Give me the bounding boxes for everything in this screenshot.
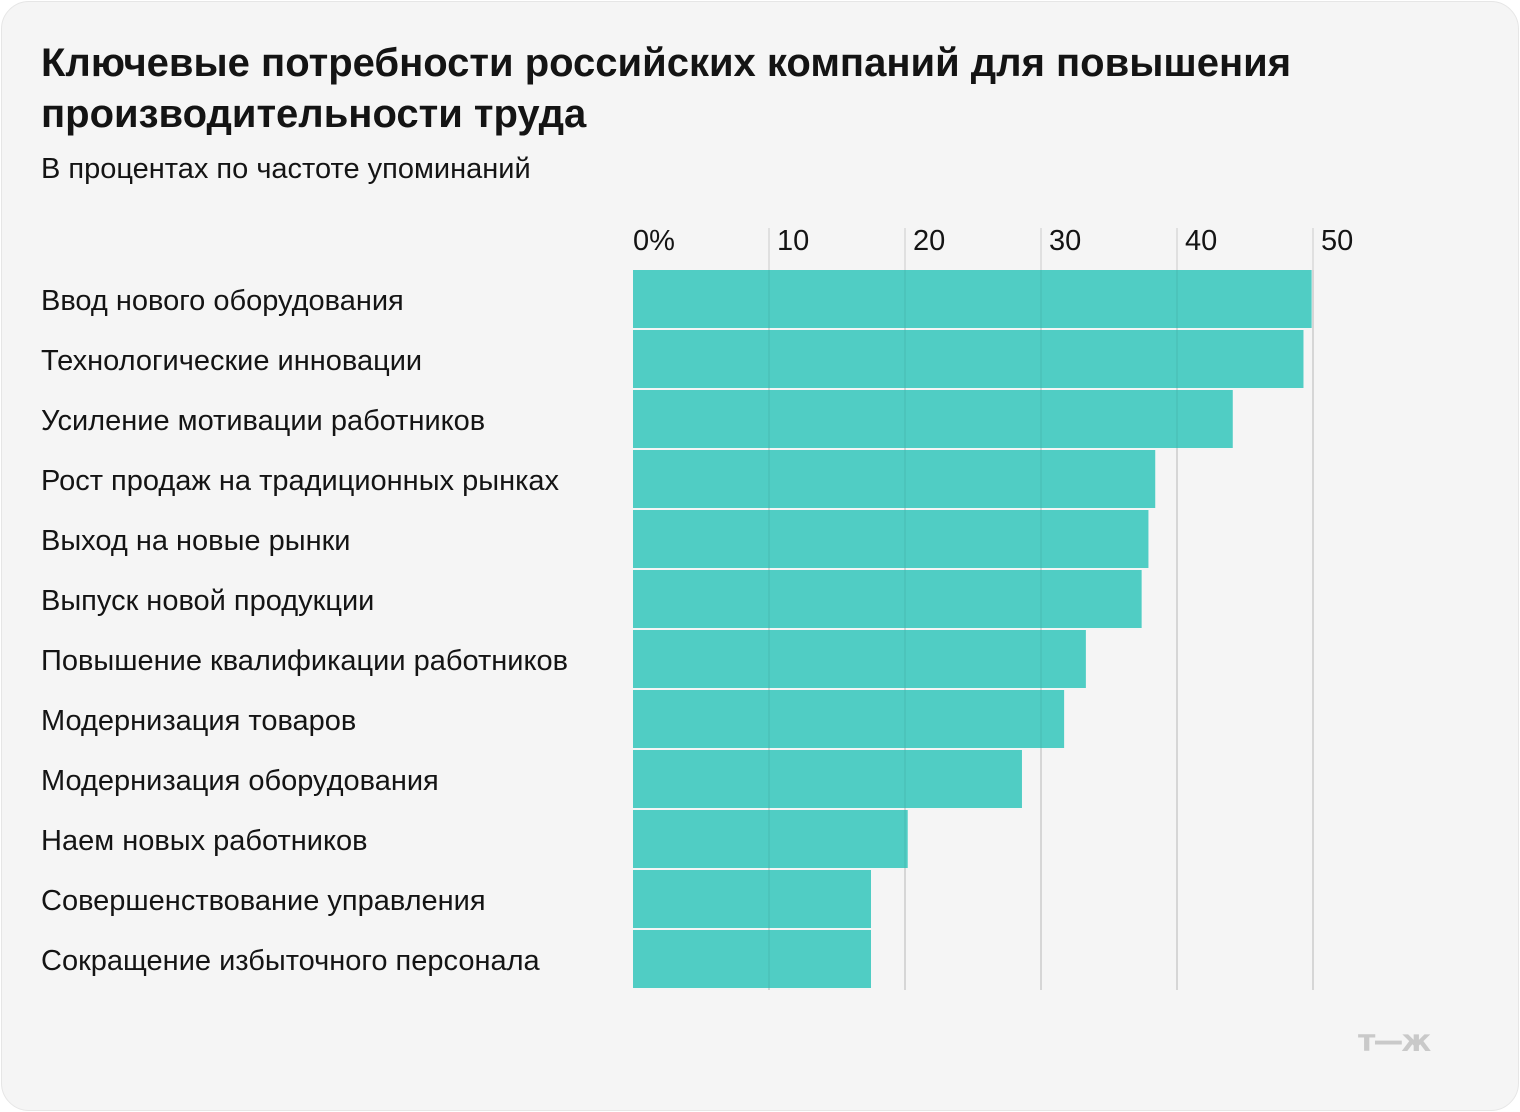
tick-label-40: 40: [1185, 225, 1217, 257]
category-label-8: Модернизация товаров: [41, 705, 356, 737]
category-label-9: Модернизация оборудования: [41, 765, 439, 797]
bar-12: [633, 930, 871, 988]
gridlines-overlay: [768, 270, 1314, 990]
bars: [633, 270, 1312, 988]
category-label-12: Сокращение избыточного персонала: [41, 945, 541, 977]
bar-6: [633, 570, 1142, 628]
category-label-10: Наем новых работников: [41, 825, 368, 857]
tick-label-0: 0%: [633, 225, 675, 257]
bar-7: [633, 630, 1086, 688]
tick-label-30: 30: [1049, 225, 1081, 257]
chart-title: Ключевые потребности российских компаний…: [41, 41, 1292, 136]
category-labels: Ввод нового оборудования Технологические …: [41, 285, 568, 977]
chart-subtitle: В процентах по частоте упоминаний: [41, 153, 531, 185]
bar-2: [633, 330, 1304, 388]
tick-label-20: 20: [913, 225, 945, 257]
bar-9: [633, 750, 1022, 808]
category-label-2: Технологические инновации: [41, 345, 422, 377]
tj-logo: т—ж: [1358, 1024, 1431, 1059]
bar-5: [633, 510, 1149, 568]
category-label-4: Рост продаж на традиционных рынках: [41, 465, 560, 497]
bar-11: [633, 870, 871, 928]
bar-8: [633, 690, 1065, 748]
bar-1: [633, 270, 1312, 328]
bar-3: [633, 390, 1233, 448]
tick-label-50: 50: [1321, 225, 1353, 257]
x-axis-ticks: 0% 10 20 30 40 50: [633, 225, 1353, 257]
category-label-11: Совершенствование управления: [41, 885, 486, 917]
tick-label-10: 10: [777, 225, 809, 257]
category-label-5: Выход на новые рынки: [41, 525, 350, 557]
category-label-7: Повышение квалификации работников: [41, 645, 568, 677]
bar-10: [633, 810, 908, 868]
category-label-3: Усиление мотивации работников: [41, 405, 485, 437]
category-label-6: Выпуск новой продукции: [41, 585, 374, 617]
category-label-1: Ввод нового оборудования: [41, 285, 404, 317]
bar-4: [633, 450, 1156, 508]
